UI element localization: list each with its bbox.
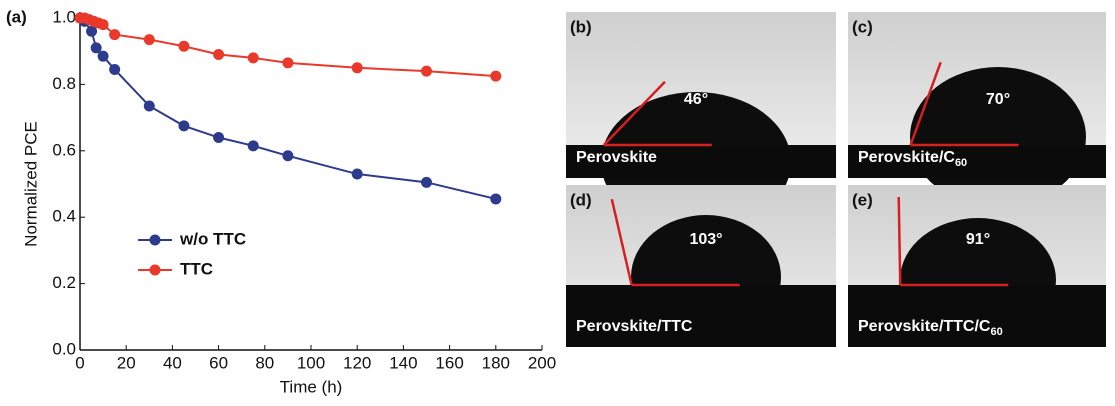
data-point	[86, 25, 98, 37]
data-point	[97, 50, 109, 62]
angle-label: 103°	[689, 231, 722, 248]
data-point	[178, 120, 190, 132]
image-label: (e)	[852, 190, 873, 209]
caption: Perovskite/TTC/C60	[858, 318, 1003, 338]
tangent-line	[909, 61, 942, 146]
y-tick-label: 0.4	[52, 207, 76, 226]
legend-label: w/o TTC	[179, 229, 246, 248]
panel-label: (a)	[6, 7, 27, 26]
image-label: (d)	[570, 190, 592, 209]
caption-sub: 60	[990, 326, 1002, 338]
data-point	[421, 65, 432, 77]
caption-text: Perovskite/TTC/C	[858, 318, 991, 335]
tangent-line	[602, 80, 666, 146]
x-axis-title: Time (h)	[280, 377, 343, 396]
x-tick-label: 200	[528, 353, 556, 372]
data-point	[90, 42, 102, 54]
y-axis-title: Normalized PCE	[21, 121, 40, 247]
y-tick-label: 1.0	[52, 7, 76, 26]
series-line	[79, 17, 497, 200]
image-label: (b)	[570, 17, 592, 36]
caption-sub: 60	[955, 157, 967, 169]
data-point	[247, 140, 259, 152]
angle-label: 70°	[986, 91, 1010, 108]
legend-marker	[149, 234, 161, 246]
legend-label: TTC	[180, 259, 213, 278]
data-point	[213, 132, 225, 144]
data-point	[490, 70, 502, 82]
angle-label: 91°	[966, 231, 990, 248]
tangent-line	[610, 198, 633, 286]
caption-text: Perovskite	[576, 149, 657, 166]
angle-label: 46°	[684, 91, 708, 108]
x-tick-label: 120	[343, 353, 371, 372]
x-tick-label: 180	[482, 353, 510, 372]
data-point	[213, 49, 225, 61]
x-tick-label: 160	[435, 353, 463, 372]
substrate	[848, 145, 1106, 178]
data-point	[109, 63, 121, 75]
legend-marker	[149, 264, 161, 276]
image-label: (c)	[852, 17, 873, 36]
x-tick-label: 140	[389, 353, 417, 372]
y-tick-label: 0.6	[52, 140, 76, 159]
caption: Perovskite/C60	[858, 149, 967, 169]
data-point	[351, 62, 363, 74]
data-point	[282, 57, 294, 69]
data-point	[490, 193, 502, 205]
data-point	[97, 19, 109, 31]
substrate	[566, 285, 836, 347]
data-point	[143, 34, 155, 46]
x-tick-label: 60	[209, 353, 228, 372]
data-point	[109, 29, 121, 41]
caption-text: Perovskite/TTC	[576, 318, 693, 335]
tangent-line	[897, 196, 902, 286]
data-point	[421, 176, 432, 188]
data-point	[178, 40, 190, 52]
caption: Perovskite	[576, 149, 657, 166]
substrate	[566, 145, 836, 178]
x-tick-label: 20	[117, 353, 136, 372]
data-point	[351, 168, 363, 180]
x-tick-label: 0	[75, 353, 84, 372]
substrate	[848, 285, 1106, 347]
data-point	[282, 150, 294, 162]
data-point	[247, 52, 259, 64]
caption: Perovskite/TTC	[576, 318, 693, 335]
y-tick-label: 0.2	[52, 273, 76, 292]
y-tick-label: 0.8	[52, 74, 76, 93]
y-tick-label: 0.0	[52, 339, 76, 358]
x-tick-label: 40	[163, 353, 182, 372]
x-tick-label: 80	[255, 353, 274, 372]
caption-text: Perovskite/C	[858, 149, 955, 166]
data-point	[143, 100, 155, 112]
x-tick-label: 100	[297, 353, 325, 372]
